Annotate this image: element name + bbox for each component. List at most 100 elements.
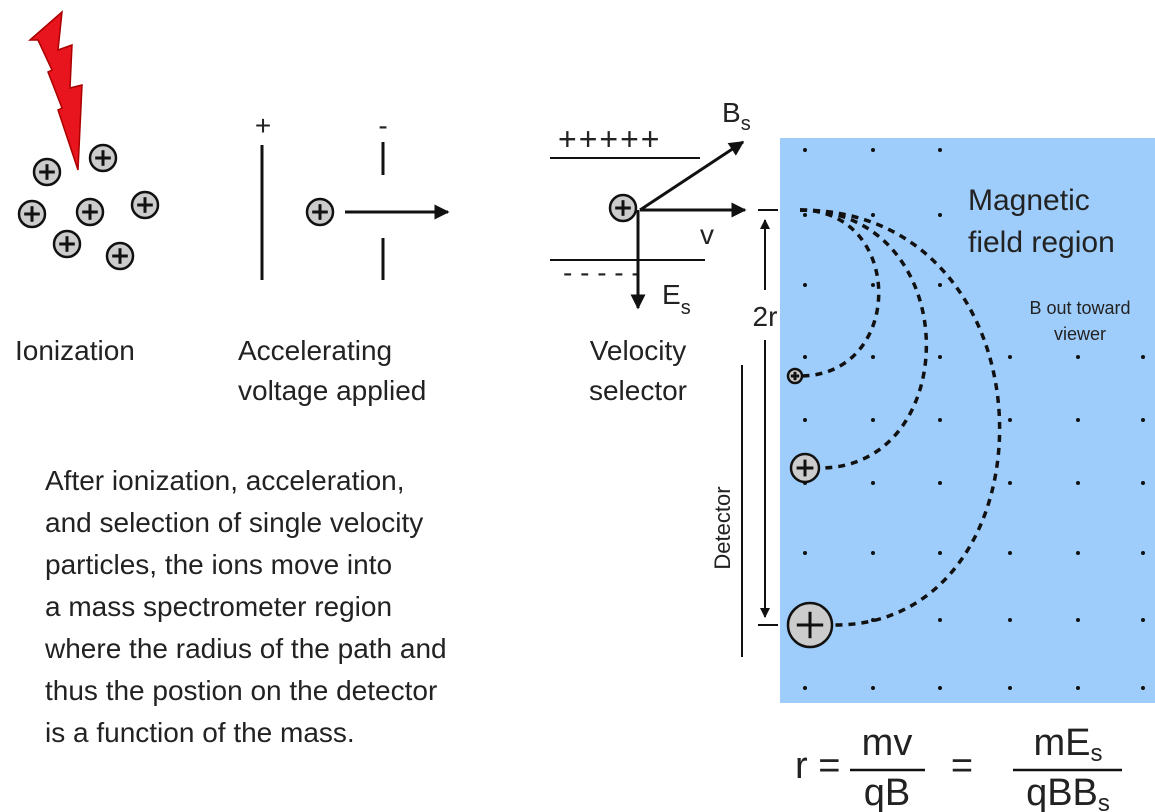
- radius-label: 2r: [753, 301, 778, 332]
- field-dot: [803, 686, 807, 690]
- region-title: Magnetic: [968, 184, 1090, 217]
- ion: [88, 143, 118, 173]
- field-dot: [871, 355, 875, 359]
- subscript: s: [1098, 790, 1110, 812]
- charges: - - - - -: [563, 257, 641, 288]
- ion-group: [786, 367, 834, 649]
- field-label: Bs: [722, 97, 751, 135]
- subscript: s: [741, 113, 751, 135]
- symbol: mE: [1034, 722, 1091, 764]
- stage-label: Velocity: [590, 335, 687, 366]
- stage-label: Ionization: [15, 335, 135, 366]
- region-title: field region: [968, 226, 1115, 259]
- arrow: [639, 140, 745, 212]
- formula-part: mv: [862, 722, 913, 764]
- ion: [608, 193, 638, 223]
- symbol: qBB: [1026, 772, 1098, 812]
- description-line: and selection of single velocity: [45, 507, 423, 538]
- description: After ionization, acceleration, and selec…: [44, 465, 447, 748]
- ion: [52, 229, 82, 259]
- ion: [786, 367, 804, 385]
- description-line: particles, the ions move into: [45, 549, 392, 580]
- ion: [17, 199, 47, 229]
- ion-group: [17, 143, 638, 271]
- field-dot: [871, 551, 875, 555]
- ion: [789, 452, 821, 484]
- field-dot: [938, 148, 942, 152]
- ion: [75, 197, 105, 227]
- field-dot: [1008, 618, 1012, 622]
- field-dot: [1141, 418, 1145, 422]
- field-dot: [871, 283, 875, 287]
- description-line: where the radius of the path and: [44, 633, 447, 664]
- field-dot: [803, 355, 807, 359]
- field-dot: [1076, 481, 1080, 485]
- stage-label: voltage applied: [238, 375, 426, 406]
- symbol: E: [662, 279, 681, 310]
- formula-part: r =: [795, 745, 840, 787]
- formula-part: qB: [864, 772, 910, 812]
- ion: [305, 197, 335, 227]
- formula-part: =: [951, 745, 973, 787]
- plate-sign: -: [378, 110, 387, 141]
- field-dot: [1141, 551, 1145, 555]
- field-dot: [1008, 551, 1012, 555]
- field-note: viewer: [1054, 324, 1106, 344]
- description-line: thus the postion on the detector: [45, 675, 437, 706]
- field-dot: [871, 148, 875, 152]
- field-dot: [938, 418, 942, 422]
- formula-part: qBBs: [1026, 772, 1110, 812]
- ion: [32, 157, 62, 187]
- field-region: [780, 138, 1155, 703]
- field-dot: [871, 686, 875, 690]
- field-dot: [1141, 355, 1145, 359]
- stage-label: Accelerating: [238, 335, 392, 366]
- field-dot: [938, 551, 942, 555]
- field-dot: [1076, 686, 1080, 690]
- plate-sign: +: [255, 110, 271, 141]
- field-dot: [938, 355, 942, 359]
- field-dot: [1076, 618, 1080, 622]
- charges: +++++: [558, 121, 661, 157]
- field-dot: [1141, 618, 1145, 622]
- subscript: s: [1091, 740, 1103, 767]
- field-dot: [803, 213, 807, 217]
- field-dot: [1008, 686, 1012, 690]
- field-dot: [1141, 481, 1145, 485]
- ion-path: [799, 208, 928, 470]
- lightning-icon: [28, 10, 83, 171]
- subscript: s: [681, 297, 691, 319]
- description-line: a mass spectrometer region: [45, 591, 392, 622]
- field-dot: [871, 418, 875, 422]
- field-dot: [1076, 418, 1080, 422]
- field-note: B out toward: [1029, 298, 1130, 318]
- field-dot: [938, 213, 942, 217]
- field-dots: [803, 148, 1145, 690]
- ion: [105, 241, 135, 271]
- ion: [786, 601, 834, 649]
- ion: [130, 190, 160, 220]
- field-dot: [803, 148, 807, 152]
- field-dot: [803, 551, 807, 555]
- field-dot: [1008, 418, 1012, 422]
- field-dot: [1076, 355, 1080, 359]
- field-dot: [1141, 686, 1145, 690]
- field-dot: [1008, 355, 1012, 359]
- symbol: B: [722, 97, 741, 128]
- field-dot: [938, 283, 942, 287]
- velocity-label: v: [700, 219, 714, 250]
- field-label: Es: [662, 279, 691, 319]
- field-dot: [938, 686, 942, 690]
- description-line: After ionization, acceleration,: [45, 465, 405, 496]
- field-dot: [871, 213, 875, 217]
- field-dot: [938, 618, 942, 622]
- field-dot: [803, 418, 807, 422]
- stage-label: selector: [589, 375, 687, 406]
- field-dot: [803, 283, 807, 287]
- field-dot: [938, 481, 942, 485]
- field-dot: [1008, 481, 1012, 485]
- formula-part: mEs: [1034, 722, 1103, 767]
- paths: [799, 208, 1002, 627]
- detector-label: Detector: [710, 486, 735, 569]
